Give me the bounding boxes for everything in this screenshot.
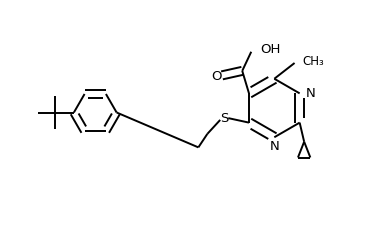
Text: CH₃: CH₃ (303, 55, 324, 68)
Text: OH: OH (260, 43, 281, 56)
Text: N: N (306, 87, 316, 100)
Text: O: O (211, 70, 222, 83)
Text: S: S (220, 112, 229, 125)
Text: N: N (269, 140, 279, 153)
